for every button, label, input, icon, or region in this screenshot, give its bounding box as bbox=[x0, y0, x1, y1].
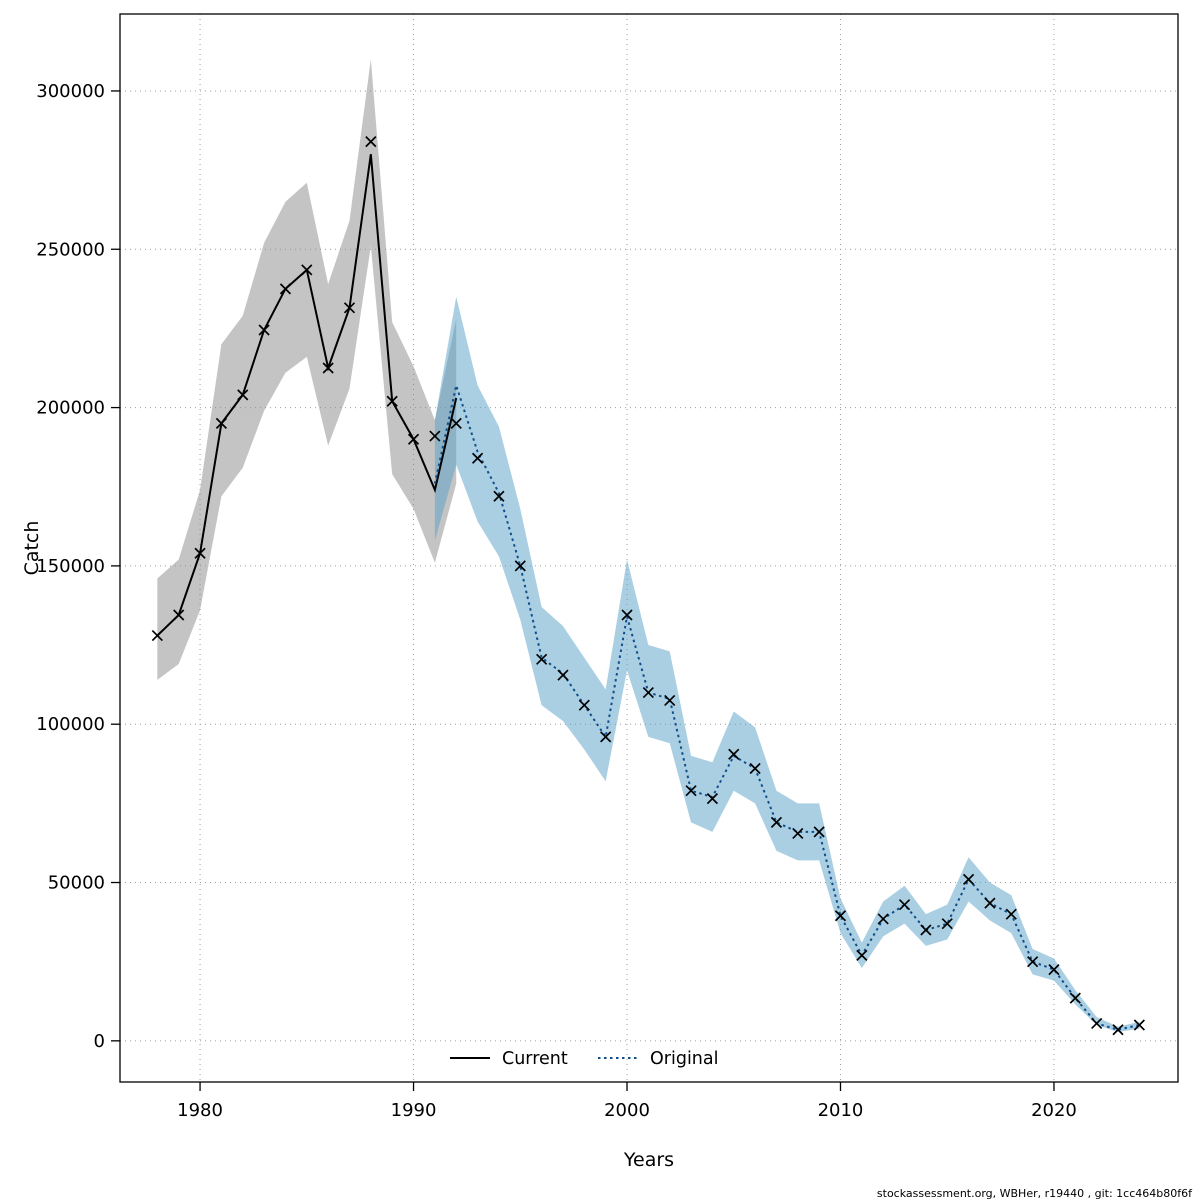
marker-x bbox=[343, 302, 356, 314]
data-markers bbox=[151, 136, 1145, 1036]
marker-x bbox=[749, 762, 761, 775]
plot-border bbox=[119, 13, 1179, 1083]
marker-x bbox=[514, 560, 526, 572]
marker-x bbox=[578, 699, 590, 711]
marker-x bbox=[322, 362, 334, 374]
marker-x bbox=[365, 136, 377, 148]
marker-x bbox=[898, 899, 911, 911]
marker-x bbox=[941, 918, 953, 930]
marker-x bbox=[279, 283, 292, 295]
y-tick-label: 200000 bbox=[36, 398, 105, 419]
marker-x bbox=[386, 395, 398, 407]
x-tick-label: 1990 bbox=[391, 1100, 437, 1121]
marker-x bbox=[834, 910, 847, 922]
legend-label-current: Current bbox=[502, 1049, 568, 1069]
marker-x bbox=[1091, 1017, 1103, 1030]
marker-x bbox=[664, 694, 676, 707]
marker-x bbox=[471, 452, 484, 464]
y-tick-label: 50000 bbox=[48, 873, 105, 894]
marker-x bbox=[813, 826, 825, 838]
marker-x bbox=[1027, 956, 1039, 968]
marker-x bbox=[621, 609, 633, 621]
marker-x bbox=[536, 653, 548, 665]
marker-x bbox=[450, 417, 462, 430]
chart-layers: 1980 1990 2000 2010 2020 0 50000 100000 150000 20… bbox=[36, 14, 1178, 1121]
marker-x bbox=[1112, 1024, 1124, 1036]
marker-x bbox=[258, 324, 270, 336]
marker-x bbox=[1133, 1019, 1145, 1031]
marker-x bbox=[237, 389, 249, 401]
y-tick-label: 250000 bbox=[36, 239, 105, 260]
marker-x bbox=[856, 949, 868, 961]
y-tick-label: 100000 bbox=[36, 714, 105, 735]
marker-x bbox=[194, 547, 206, 559]
marker-x bbox=[1048, 963, 1060, 976]
marker-x bbox=[877, 913, 889, 925]
footer-attribution: stockassessment.org, WBHer, r19440 , git… bbox=[877, 1187, 1193, 1200]
x-tick-label: 1980 bbox=[177, 1100, 223, 1121]
marker-x bbox=[215, 417, 228, 430]
marker-x bbox=[173, 609, 185, 621]
marker-x bbox=[429, 430, 441, 442]
x-tick-label: 2000 bbox=[604, 1100, 650, 1121]
marker-x bbox=[1005, 908, 1017, 920]
marker-x bbox=[557, 669, 569, 681]
marker-x bbox=[770, 816, 783, 828]
marker-x bbox=[962, 873, 975, 885]
legend: Current Original bbox=[450, 1049, 718, 1069]
confidence-bands bbox=[157, 59, 1140, 1032]
marker-x bbox=[1069, 992, 1081, 1004]
marker-x bbox=[642, 686, 654, 699]
marker-x bbox=[984, 897, 996, 909]
marker-x bbox=[706, 793, 719, 805]
axes-ticks: 1980 1990 2000 2010 2020 0 50000 100000 150000 20… bbox=[36, 81, 1077, 1121]
band-original bbox=[434, 296, 1140, 1032]
marker-x bbox=[920, 924, 932, 936]
marker-x bbox=[301, 264, 313, 276]
legend-label-original: Original bbox=[650, 1049, 718, 1069]
marker-x bbox=[792, 827, 804, 840]
line-original bbox=[433, 381, 1140, 1031]
y-tick-label: 0 bbox=[94, 1031, 105, 1052]
y-axis-label: Catch bbox=[21, 521, 43, 576]
marker-x bbox=[600, 731, 612, 743]
marker-x bbox=[151, 629, 163, 642]
marker-x bbox=[493, 490, 505, 502]
x-axis-label: Years bbox=[623, 1149, 674, 1171]
marker-x bbox=[685, 785, 697, 797]
x-tick-label: 2010 bbox=[818, 1100, 864, 1121]
band-current bbox=[157, 59, 457, 680]
marker-x bbox=[728, 748, 740, 760]
y-tick-label: 300000 bbox=[36, 81, 105, 102]
y-tick-label: 150000 bbox=[36, 556, 105, 577]
marker-x bbox=[407, 433, 420, 445]
x-tick-label: 2020 bbox=[1031, 1100, 1077, 1121]
